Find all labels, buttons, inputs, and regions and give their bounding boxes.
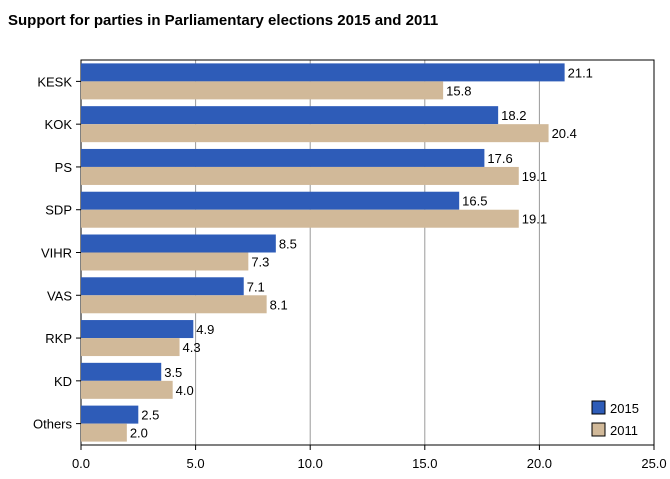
x-tick-label: 25.0 bbox=[641, 456, 666, 471]
bar-2015 bbox=[81, 405, 139, 424]
data-label: 8.1 bbox=[270, 297, 288, 312]
data-label: 7.1 bbox=[247, 279, 265, 294]
data-label: 17.6 bbox=[487, 151, 512, 166]
data-label: 3.5 bbox=[164, 365, 182, 380]
bar-2011 bbox=[81, 423, 127, 442]
x-tick-label: 5.0 bbox=[187, 456, 205, 471]
data-label: 19.1 bbox=[522, 169, 547, 184]
bar-2015 bbox=[81, 234, 276, 253]
category-label: PS bbox=[55, 160, 73, 175]
data-label: 20.4 bbox=[552, 126, 577, 141]
bar-2015 bbox=[81, 106, 499, 125]
data-label: 18.2 bbox=[501, 108, 526, 123]
category-label: SDP bbox=[45, 203, 72, 218]
chart-title: Support for parties in Parliamentary ele… bbox=[8, 12, 439, 29]
category-label: KOK bbox=[45, 117, 73, 132]
bar-2011 bbox=[81, 380, 173, 399]
x-tick-label: 15.0 bbox=[412, 456, 437, 471]
data-label: 4.0 bbox=[176, 383, 194, 398]
legend-swatch-2011 bbox=[591, 422, 606, 437]
bar-2015 bbox=[81, 277, 244, 296]
data-label: 19.1 bbox=[522, 212, 547, 227]
data-label: 4.9 bbox=[196, 322, 214, 337]
x-tick-label: 0.0 bbox=[72, 456, 90, 471]
category-label: VIHR bbox=[41, 246, 72, 261]
bar-2011 bbox=[81, 252, 249, 271]
category-label: KD bbox=[54, 374, 72, 389]
x-tick-label: 10.0 bbox=[298, 456, 323, 471]
data-label: 21.1 bbox=[568, 65, 593, 80]
data-label: 16.5 bbox=[462, 194, 487, 209]
bar-2015 bbox=[81, 362, 162, 381]
bar-2015 bbox=[81, 148, 485, 167]
bar-2015 bbox=[81, 320, 194, 339]
bar-2015 bbox=[81, 63, 565, 82]
data-label: 15.8 bbox=[446, 83, 471, 98]
data-label: 2.0 bbox=[130, 426, 148, 441]
legend-label: 2011 bbox=[610, 423, 638, 438]
category-label: VAS bbox=[47, 288, 72, 303]
x-tick-label: 20.0 bbox=[527, 456, 552, 471]
bar-2011 bbox=[81, 81, 444, 100]
bar-2011 bbox=[81, 166, 519, 185]
category-label: Others bbox=[33, 417, 73, 432]
data-label: 8.5 bbox=[279, 237, 297, 252]
bar-2011 bbox=[81, 295, 267, 314]
bar-2011 bbox=[81, 124, 549, 143]
legend-swatch-2015 bbox=[591, 400, 606, 415]
category-label: RKP bbox=[45, 331, 72, 346]
bar-2011 bbox=[81, 338, 180, 357]
legend-label: 2015 bbox=[610, 401, 639, 416]
bar-2011 bbox=[81, 209, 519, 228]
category-label: KESK bbox=[37, 74, 72, 89]
data-label: 2.5 bbox=[141, 408, 159, 423]
bar-2015 bbox=[81, 191, 460, 210]
data-label: 4.3 bbox=[183, 340, 201, 355]
data-label: 7.3 bbox=[251, 255, 269, 270]
